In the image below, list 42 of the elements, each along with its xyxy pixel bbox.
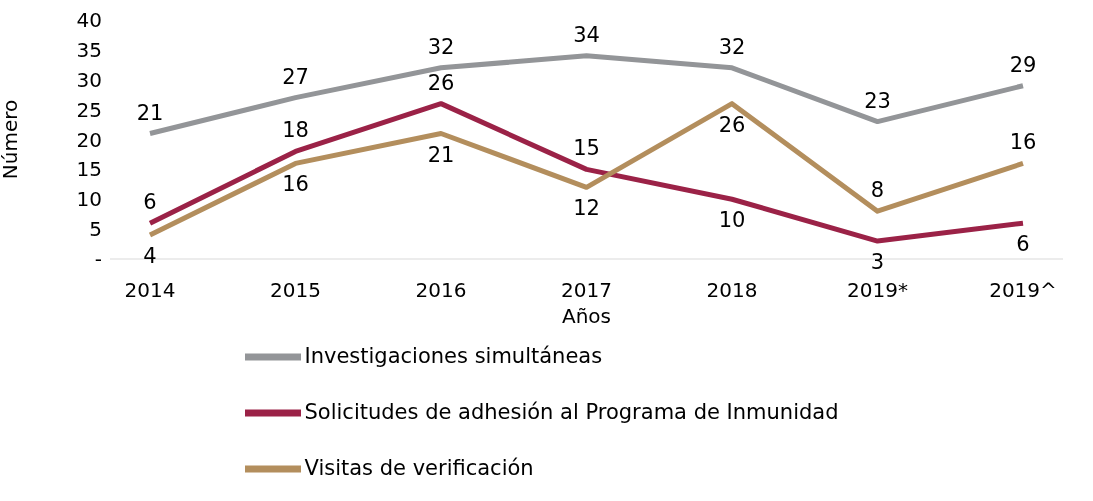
x-tick-label: 2019* (847, 278, 908, 303)
y-tick-label: 35 (76, 37, 102, 62)
data-label: 6 (1016, 232, 1030, 257)
y-axis-title: Número (0, 99, 23, 180)
y-tick-label: 10 (76, 187, 102, 212)
x-tick-label: 2017 (561, 278, 612, 303)
data-label: 12 (573, 196, 600, 221)
data-label: 34 (573, 22, 600, 47)
y-tick-label: 30 (76, 67, 102, 92)
data-label: 26 (718, 112, 746, 137)
data-label: 4 (143, 244, 157, 269)
y-tick-label: 15 (76, 157, 102, 182)
legend-label: Solicitudes de adhesión al Programa de Inmunidad (304, 400, 839, 424)
y-tick-label: - (94, 247, 102, 272)
data-label: 21 (427, 142, 455, 167)
x-tick-label: 2016 (415, 278, 467, 303)
y-tick-label: 40 (76, 8, 102, 33)
data-label: 10 (718, 208, 746, 233)
data-label: 32 (427, 34, 455, 59)
y-tick-label: 20 (76, 127, 102, 152)
data-label: 8 (870, 178, 885, 203)
data-label: 16 (282, 172, 309, 197)
data-label: 3 (870, 250, 885, 275)
x-tick-label: 2019^ (989, 278, 1057, 303)
data-label: 29 (1009, 52, 1037, 77)
data-label: 18 (282, 118, 309, 143)
x-tick-label: 2015 (270, 278, 321, 303)
data-label: 21 (136, 100, 164, 125)
data-label: 23 (864, 88, 891, 113)
legend-label: Investigaciones simultáneas (304, 344, 603, 368)
y-tick-label: 5 (89, 217, 102, 242)
data-label: 26 (427, 70, 455, 95)
data-label: 27 (282, 64, 309, 89)
data-label: 15 (573, 136, 600, 161)
data-label: 32 (718, 34, 746, 59)
x-tick-label: 2014 (124, 278, 176, 303)
data-label: 6 (143, 190, 157, 215)
x-axis-title: Años (561, 304, 612, 328)
legend-label: Visitas de verificación (304, 456, 534, 480)
y-tick-label: 25 (76, 97, 102, 122)
x-tick-label: 2018 (706, 278, 758, 303)
data-label: 16 (1009, 130, 1037, 155)
